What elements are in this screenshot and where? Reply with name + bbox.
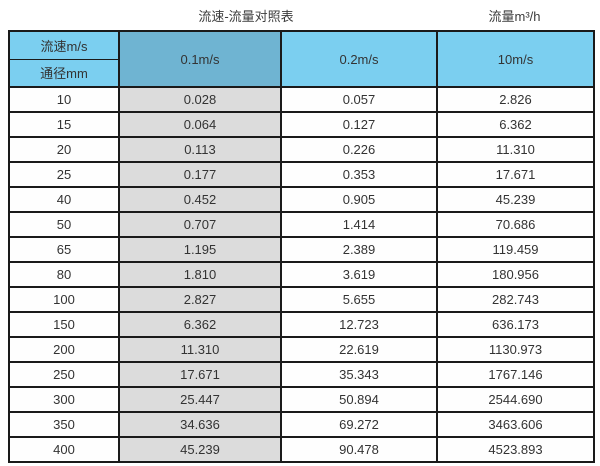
caption-bar: 流速-流量对照表 流量m³/h (0, 0, 600, 30)
table-title: 流速-流量对照表 (198, 9, 294, 24)
flow-value-cell: 0.064 (118, 111, 282, 138)
flow-value-cell: 69.272 (280, 411, 438, 438)
flow-value-cell: 50.894 (280, 386, 438, 413)
diameter-cell: 10 (8, 86, 120, 113)
flow-value-cell: 119.459 (436, 236, 595, 263)
diameter-cell: 40 (8, 186, 120, 213)
table-row: 400 45.239 90.478 4523.893 (8, 436, 595, 463)
table-row: 25 0.177 0.353 17.671 (8, 161, 595, 188)
table-row: 50 0.707 1.414 70.686 (8, 211, 595, 238)
flow-value-cell: 0.353 (280, 161, 438, 188)
flow-value-cell: 1.810 (118, 261, 282, 288)
flow-value-cell: 3463.606 (436, 411, 595, 438)
flow-value-cell: 1767.146 (436, 361, 595, 388)
flow-value-cell: 4523.893 (436, 436, 595, 463)
flow-value-cell: 2.826 (436, 86, 595, 113)
header-col-velocity-0-2: 0.2m/s (280, 30, 438, 88)
flow-value-cell: 1130.973 (436, 336, 595, 363)
header-col-velocity-0-1: 0.1m/s (118, 30, 282, 88)
diameter-cell: 100 (8, 286, 120, 313)
flow-value-cell: 0.707 (118, 211, 282, 238)
flow-value-cell: 11.310 (118, 336, 282, 363)
header-row-top: 流速m/s 0.1m/s 0.2m/s 10m/s (8, 30, 595, 88)
header-row-bottom: 通径mm (8, 58, 594, 88)
table-row: 300 25.447 50.894 2544.690 (8, 386, 595, 413)
flow-value-cell: 2.827 (118, 286, 282, 313)
flow-value-cell: 12.723 (280, 311, 438, 338)
flow-value-cell: 3.619 (280, 261, 438, 288)
diameter-cell: 300 (8, 386, 120, 413)
diameter-cell: 80 (8, 261, 120, 288)
diameter-cell: 65 (8, 236, 120, 263)
flow-value-cell: 1.195 (118, 236, 282, 263)
flow-value-cell: 70.686 (436, 211, 595, 238)
table-row: 250 17.671 35.343 1767.146 (8, 361, 595, 388)
flow-value-cell: 1.414 (280, 211, 438, 238)
diameter-cell: 350 (8, 411, 120, 438)
flow-unit-label: 流量m³/h (488, 9, 541, 24)
header-velocity-label: 流速m/s (8, 30, 120, 60)
table-body: 10 0.028 0.057 2.826 15 0.064 0.127 6.362 20 0.11… (8, 86, 595, 463)
flow-value-cell: 0.177 (118, 161, 282, 188)
flow-value-cell: 0.226 (280, 136, 438, 163)
table-row: 10 0.028 0.057 2.826 (8, 86, 595, 113)
flow-value-cell: 0.113 (118, 136, 282, 163)
flow-value-cell: 6.362 (436, 111, 595, 138)
diameter-cell: 250 (8, 361, 120, 388)
flow-value-cell: 636.173 (436, 311, 595, 338)
diameter-cell: 150 (8, 311, 120, 338)
flow-value-cell: 11.310 (436, 136, 595, 163)
flow-value-cell: 0.905 (280, 186, 438, 213)
flow-comparison-table: 流速m/s 0.1m/s 0.2m/s 10m/s 通径mm 10 0.028 0.… (8, 30, 595, 463)
table-row: 15 0.064 0.127 6.362 (8, 111, 595, 138)
flow-value-cell: 6.362 (118, 311, 282, 338)
flow-value-cell: 34.636 (118, 411, 282, 438)
flow-value-cell: 282.743 (436, 286, 595, 313)
diameter-cell: 15 (8, 111, 120, 138)
flow-value-cell: 2544.690 (436, 386, 595, 413)
flow-value-cell: 0.057 (280, 86, 438, 113)
flow-value-cell: 0.452 (118, 186, 282, 213)
flow-value-cell: 90.478 (280, 436, 438, 463)
flow-value-cell: 25.447 (118, 386, 282, 413)
flow-value-cell: 2.389 (280, 236, 438, 263)
flow-value-cell: 17.671 (118, 361, 282, 388)
table-row: 150 6.362 12.723 636.173 (8, 311, 595, 338)
diameter-cell: 20 (8, 136, 120, 163)
diameter-cell: 400 (8, 436, 120, 463)
flow-value-cell: 180.956 (436, 261, 595, 288)
diameter-cell: 50 (8, 211, 120, 238)
flow-value-cell: 35.343 (280, 361, 438, 388)
table-row: 100 2.827 5.655 282.743 (8, 286, 595, 313)
table-row: 40 0.452 0.905 45.239 (8, 186, 595, 213)
flow-value-cell: 22.619 (280, 336, 438, 363)
flow-value-cell: 45.239 (118, 436, 282, 463)
table-row: 65 1.195 2.389 119.459 (8, 236, 595, 263)
header-col-velocity-10: 10m/s (436, 30, 595, 88)
table-row: 200 11.310 22.619 1130.973 (8, 336, 595, 363)
table-header: 流速m/s 0.1m/s 0.2m/s 10m/s 通径mm (8, 30, 595, 88)
flow-value-cell: 17.671 (436, 161, 595, 188)
flow-value-cell: 45.239 (436, 186, 595, 213)
table-row: 350 34.636 69.272 3463.606 (8, 411, 595, 438)
table-row: 80 1.810 3.619 180.956 (8, 261, 595, 288)
flow-value-cell: 5.655 (280, 286, 438, 313)
flow-value-cell: 0.127 (280, 111, 438, 138)
header-diameter-label: 通径mm (8, 58, 120, 88)
table-row: 20 0.113 0.226 11.310 (8, 136, 595, 163)
diameter-cell: 200 (8, 336, 120, 363)
flow-value-cell: 0.028 (118, 86, 282, 113)
diameter-cell: 25 (8, 161, 120, 188)
